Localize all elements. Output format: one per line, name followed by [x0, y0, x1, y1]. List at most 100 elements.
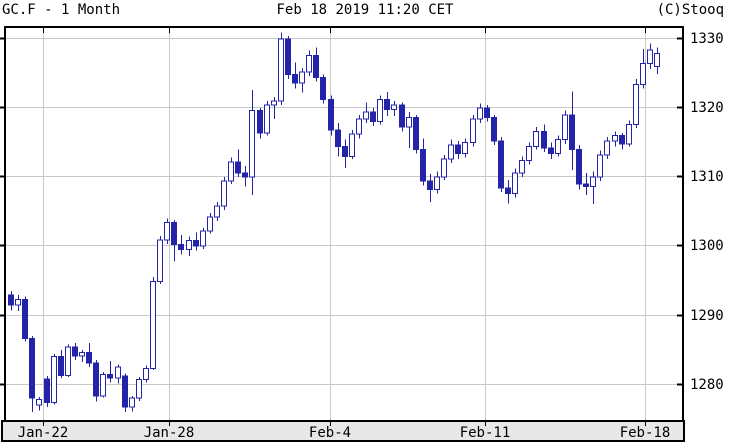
candle-body-up — [65, 346, 71, 376]
x-tick-label: Jan-28 — [144, 425, 195, 441]
candle-body-down — [399, 104, 405, 128]
candle-body-down — [498, 140, 504, 189]
candle-body-up — [441, 158, 447, 178]
candle-body-up — [100, 374, 106, 397]
candle-body-up — [533, 130, 539, 148]
candle-body-down — [342, 146, 348, 157]
candle-body-up — [434, 176, 440, 190]
candle-body-up — [590, 176, 596, 188]
candle-body-down — [72, 346, 78, 357]
y-tick-label: 1280 — [690, 377, 724, 393]
candle-body-up — [79, 352, 85, 357]
x-tick-label: Feb-11 — [460, 425, 511, 441]
candle-body-down — [93, 362, 99, 397]
candle-body-up — [164, 222, 170, 241]
candle-body-down — [8, 294, 14, 306]
candle-body-up — [51, 356, 57, 403]
candle-body-down — [235, 161, 241, 174]
candle-body-up — [36, 399, 42, 406]
candle-body-up — [186, 240, 192, 251]
candle-body-down — [583, 183, 589, 188]
candle-body-up — [406, 117, 412, 128]
candle-body-down — [178, 244, 184, 251]
candle-body-up — [391, 104, 397, 110]
candle-body-up — [633, 83, 639, 125]
candle-body-up — [271, 100, 277, 106]
candle-body-up — [477, 107, 483, 120]
y-tick-label: 1320 — [690, 100, 724, 116]
candle-body-up — [519, 159, 525, 174]
candle-body-up — [448, 144, 454, 160]
candle-body-up — [278, 38, 284, 102]
candle-body-down — [107, 374, 113, 379]
candle-body-up — [249, 110, 255, 178]
candle-body-down — [257, 110, 263, 134]
y-tick-label: 1290 — [690, 308, 724, 324]
x-tick-label: Feb-18 — [620, 425, 671, 441]
candle-body-down — [427, 180, 433, 190]
date-strip — [1, 420, 685, 442]
candle-body-up — [150, 280, 156, 369]
candle-body-up — [299, 71, 305, 84]
candle-body-up — [555, 139, 561, 154]
candle-body-up — [356, 118, 362, 135]
x-tick-label: Feb-4 — [309, 425, 351, 441]
chart-symbol-period: GC.F - 1 Month — [2, 2, 121, 18]
chart-header: GC.F - 1 Month Feb 18 2019 11:20 CET (C)… — [0, 0, 730, 22]
candle-body-down — [541, 130, 547, 149]
candle-body-down — [122, 375, 128, 408]
candle-body-down — [370, 111, 376, 123]
candle-body-down — [171, 222, 177, 246]
candle-body-up — [612, 135, 618, 142]
candle-body-up — [264, 104, 270, 134]
candle-body-down — [193, 240, 199, 247]
plot-border — [4, 26, 684, 422]
candle-body-down — [413, 117, 419, 150]
chart-timestamp: Feb 18 2019 11:20 CET — [276, 2, 454, 18]
candle-body-down — [335, 129, 341, 148]
candle-body-up — [377, 99, 383, 123]
candle-body-down — [455, 144, 461, 154]
candle-body-up — [228, 161, 234, 182]
candle-body-down — [86, 352, 92, 364]
candle-body-up — [597, 154, 603, 178]
candle-body-up — [349, 133, 355, 157]
candle-body-down — [505, 187, 511, 195]
x-tick-label: Jan-22 — [18, 425, 69, 441]
candle-body-up — [306, 54, 312, 73]
y-tick-label: 1300 — [690, 238, 724, 254]
candle-body-up — [626, 123, 632, 145]
candle-body-down — [292, 74, 298, 84]
y-tick-label: 1330 — [690, 31, 724, 47]
candle-body-down — [548, 147, 554, 154]
candle-body-down — [313, 54, 319, 78]
candle-body-up — [115, 366, 121, 379]
candle-body-up — [647, 49, 653, 65]
candle-body-down — [29, 338, 35, 399]
candle-body-up — [604, 140, 610, 156]
candle-body-down — [484, 107, 490, 119]
candle-body-up — [136, 379, 142, 399]
candle-body-up — [562, 114, 568, 141]
candle-body-up — [470, 118, 476, 143]
candle-body-down — [328, 99, 334, 131]
candle-body-up — [512, 172, 518, 195]
candle-body-down — [58, 356, 64, 376]
candle-body-up — [654, 52, 660, 67]
candle-body-up — [143, 367, 149, 381]
candle-body-up — [640, 63, 646, 85]
candle-body-up — [526, 146, 532, 161]
candle-body-up — [363, 111, 369, 120]
candle-body-up — [214, 205, 220, 218]
candle-body-down — [576, 148, 582, 185]
candle-body-up — [462, 141, 468, 154]
candle-body-up — [207, 216, 213, 232]
candle-body-down — [44, 378, 50, 403]
candle-body-down — [22, 298, 28, 340]
candle-body-up — [200, 230, 206, 247]
candle-body-down — [320, 76, 326, 101]
candle-body-up — [15, 298, 21, 306]
copyright-label: (C)Stooq — [656, 2, 724, 18]
candle-body-down — [420, 148, 426, 182]
